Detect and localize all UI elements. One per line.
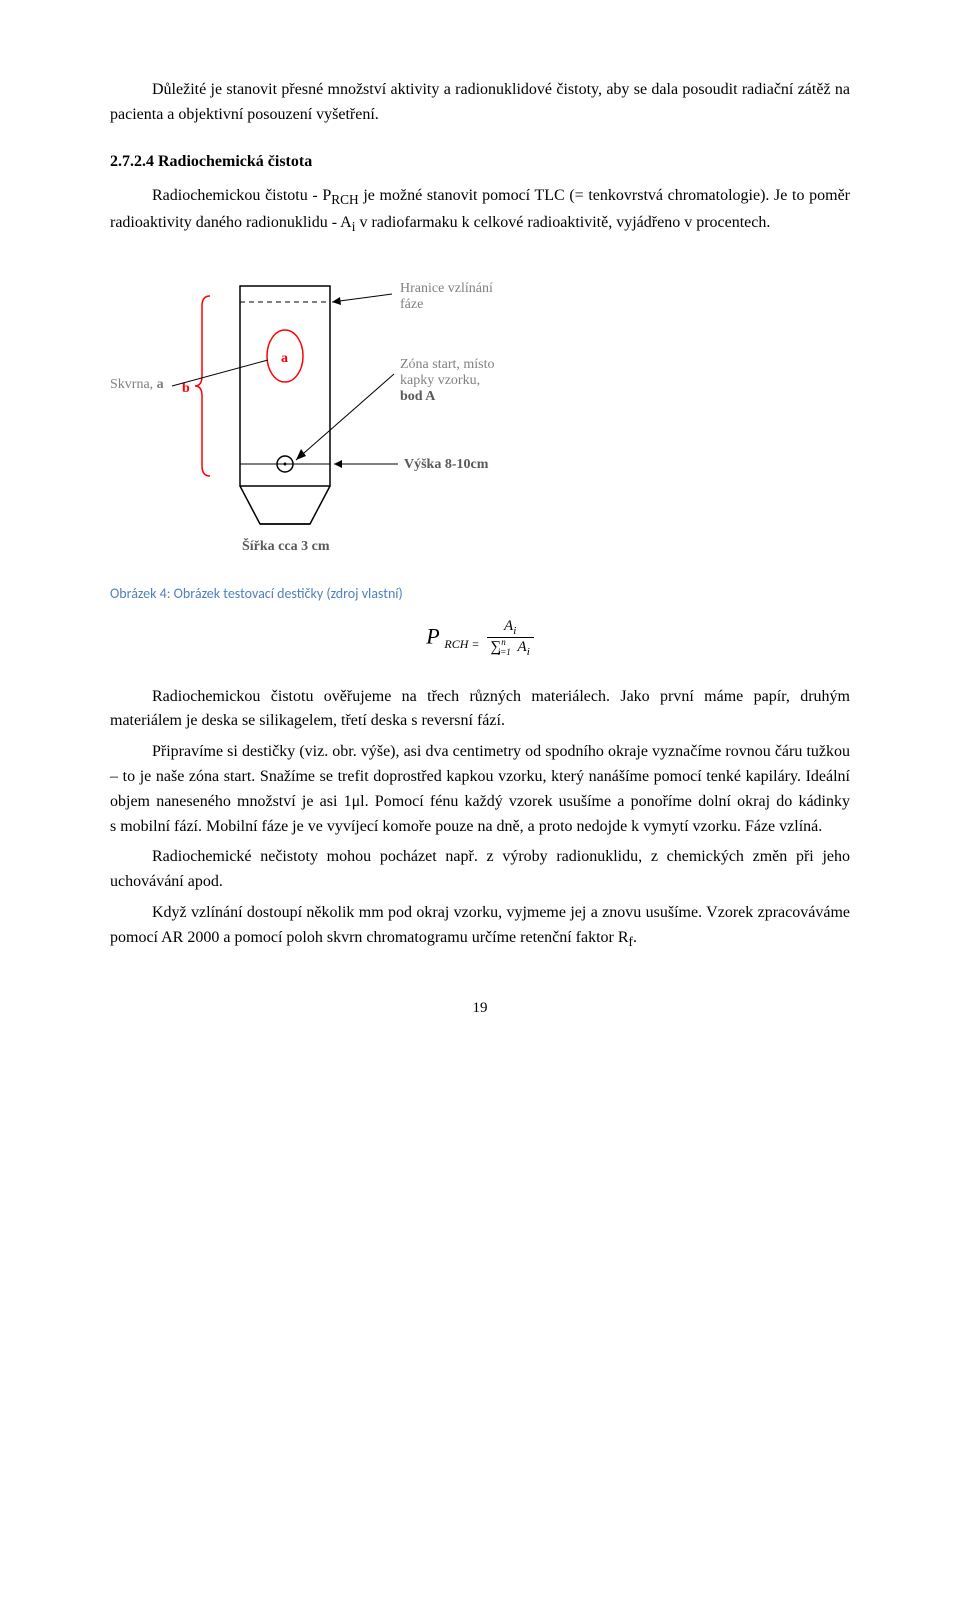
paragraph-p4: Připravíme si destičky (viz. obr. výše),… — [110, 740, 850, 839]
lbl-vyska: Výška 8-10cm — [404, 457, 489, 472]
lbl-skvrna-a: a — [157, 377, 164, 392]
f-den-Ai: i — [527, 646, 530, 658]
p6-end: . — [633, 929, 637, 946]
heading-2724: 2.7.2.4 Radiochemická čistota — [110, 150, 850, 175]
p6-a: Když vzlínání dostoupí několik mm pod ok… — [110, 904, 850, 946]
f-num-A: A — [504, 618, 513, 634]
p2-sub-rch: RCH — [331, 193, 358, 208]
paragraph-p6: Když vzlínání dostoupí několik mm pod ok… — [110, 901, 850, 953]
formula-prch: P RCH = Ai ∑ni=1 Ai — [110, 619, 850, 659]
svg-text:Skvrna, a: Skvrna, a — [110, 377, 164, 392]
lbl-skvrna: Skvrna, — [110, 377, 157, 392]
figure-caption: Obrázek 4: Obrázek testovací destičky (z… — [110, 583, 850, 605]
page-number: 19 — [110, 997, 850, 1020]
paragraph-p2: Radiochemickou čistotu - PRCH je možné s… — [110, 184, 850, 238]
f-num-i: i — [513, 625, 516, 637]
p2-a: Radiochemickou čistotu - P — [152, 187, 331, 204]
paragraph-p3: Radiochemickou čistotu ověřujeme na třec… — [110, 685, 850, 735]
lbl-hranice-1: Hranice vzlínání — [400, 281, 493, 296]
lbl-zona-1: Zóna start, místo — [400, 357, 495, 372]
svg-text:a: a — [281, 351, 288, 366]
f-den-A: A — [518, 639, 527, 655]
formula-rch: RCH = — [444, 637, 482, 651]
svg-text:Zóna start, místo kapky: Zóna start, místo kapky vzorku, bod A — [400, 357, 498, 404]
lbl-sirka: Šířka cca 3 cm — [242, 537, 330, 554]
tlc-plate-svg: Skvrna, a b a Hranice vzlínání fáze — [110, 266, 630, 556]
lbl-zona-3: bod A — [400, 389, 436, 404]
f-lim: i=1 — [498, 647, 511, 657]
figure-tlc-plate: Skvrna, a b a Hranice vzlínání fáze — [110, 266, 850, 604]
paragraph-p5: Radiochemické nečistoty mohou pocházet n… — [110, 845, 850, 895]
lbl-zona-2: kapky vzorku, — [400, 373, 480, 388]
p2-e: v radiofarmaku k celkové radioaktivitě, … — [355, 214, 770, 231]
f-n: n — [501, 637, 506, 647]
svg-text:Hranice vzlínání fáze: Hranice vzlínání fáze — [400, 281, 496, 312]
formula-fraction: Ai ∑ni=1 Ai — [487, 619, 534, 659]
lbl-hranice-2: fáze — [400, 297, 423, 312]
formula-P: P — [426, 623, 439, 648]
paragraph-intro: Důležité je stanovit přesné množství akt… — [110, 78, 850, 128]
